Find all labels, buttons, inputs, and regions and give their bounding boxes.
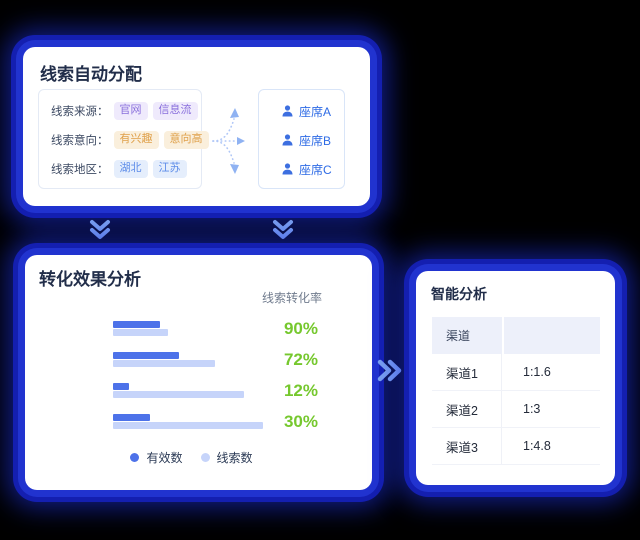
table-header-row: 渠道: [432, 317, 600, 354]
chevron-double-right-icon: [377, 359, 402, 382]
legend-item: 有效数: [130, 449, 183, 466]
criteria-label: 线索意向：: [51, 135, 109, 147]
table-cell-channel: 渠道1: [432, 354, 502, 390]
table-body: 渠道1 1:1.6 渠道2 1:3 渠道3 1:4.8: [432, 354, 600, 465]
agent-label: 座席C: [299, 162, 332, 177]
agent-row: 座席B: [282, 131, 344, 149]
bar-pair: [113, 321, 283, 336]
table-cell-value: 1:4.8: [523, 439, 551, 453]
legend-label: 有效数: [146, 451, 183, 465]
person-icon: [282, 105, 293, 117]
criteria-row: 线索地区： 湖北 江苏: [51, 160, 201, 178]
card-conversion-analysis: 转化效果分析 线索转化率 90% 72% 12% 30% 有效数 线索数: [25, 255, 372, 490]
bar-pair: [113, 383, 283, 398]
criteria-list: 线索来源： 官网 信息流线索意向： 有兴趣 意向高线索地区： 湖北 江苏: [51, 102, 209, 178]
criteria-tag: 意向高: [163, 131, 209, 149]
criteria-label: 线索来源：: [51, 106, 109, 118]
conversion-rate-value: 12%: [283, 381, 318, 400]
bar-leads: [113, 391, 244, 398]
criteria-label: 线索地区：: [51, 164, 109, 176]
chart-group: 72%: [113, 350, 318, 369]
card-title: 转化效果分析: [39, 270, 141, 289]
bar-valid: [113, 414, 150, 421]
conversion-rate-value: 72%: [283, 350, 318, 369]
bar-chart: 90% 72% 12% 30%: [113, 319, 318, 445]
person-icon: [282, 163, 293, 175]
bar-leads: [113, 422, 263, 429]
card-title: 线索自动分配: [40, 65, 142, 84]
bar-leads: [113, 329, 168, 336]
legend-label: 线索数: [216, 451, 253, 465]
chart-legend: 有效数 线索数: [25, 449, 358, 466]
table-cell-value: 1:3: [523, 402, 541, 416]
agents-box: 座席A 座席B 座席C: [258, 89, 345, 189]
criteria-tag: 信息流: [152, 102, 198, 120]
agents-list: 座席A 座席B 座席C: [282, 102, 344, 178]
card-lead-distribution: 线索自动分配 线索来源： 官网 信息流线索意向： 有兴趣 意向高线索地区： 湖北 江苏 座席…: [23, 47, 370, 206]
table-cell-channel: 渠道2: [432, 391, 502, 427]
conversion-rate-label: 线索转化率: [261, 291, 322, 305]
legend-dot-icon: [200, 453, 210, 462]
bar-leads: [113, 360, 215, 367]
criteria-tag: 湖北: [113, 160, 148, 178]
table-cell-channel: 渠道3: [432, 428, 502, 464]
bar-valid: [113, 352, 179, 359]
legend-dot-icon: [130, 453, 140, 462]
chart-group: 30%: [113, 412, 318, 431]
person-icon: [282, 134, 293, 146]
card-smart-analysis: 智能分析 渠道 渠道1 1:1.6 渠道2 1:3 渠道3 1:4.8: [416, 271, 615, 485]
chart-group: 90%: [113, 319, 318, 338]
agent-row: 座席C: [282, 160, 344, 178]
agent-row: 座席A: [282, 102, 344, 120]
chart-group: 12%: [113, 381, 318, 400]
card-title: 智能分析: [431, 286, 487, 302]
bar-valid: [113, 383, 129, 390]
criteria-tag: 官网: [113, 102, 148, 120]
chevron-double-down-icon: [273, 220, 293, 239]
criteria-row: 线索意向： 有兴趣 意向高: [51, 131, 209, 149]
lead-criteria-box: 线索来源： 官网 信息流线索意向： 有兴趣 意向高线索地区： 湖北 江苏: [38, 89, 209, 189]
table-header-value: [502, 317, 600, 354]
agent-label: 座席B: [299, 133, 332, 148]
chevron-double-down-icon: [90, 220, 110, 239]
channel-table: 渠道 渠道1 1:1.6 渠道2 1:3 渠道3 1:4.8: [432, 317, 600, 465]
bar-pair: [113, 352, 283, 367]
fork-dotted-arrows-icon: [212, 108, 245, 174]
agent-label: 座席A: [299, 104, 332, 119]
conversion-rate-value: 90%: [283, 319, 318, 338]
table-row: 渠道1 1:1.6: [432, 354, 600, 391]
criteria-tag: 有兴趣: [113, 131, 159, 149]
legend-item: 线索数: [200, 449, 253, 466]
table-header-channel: 渠道: [446, 329, 471, 343]
table-cell-value: 1:1.6: [523, 365, 551, 379]
bar-valid: [113, 321, 160, 328]
table-row: 渠道3 1:4.8: [432, 428, 600, 465]
criteria-row: 线索来源： 官网 信息流: [51, 102, 201, 120]
table-row: 渠道2 1:3: [432, 391, 600, 428]
criteria-tag: 江苏: [152, 160, 187, 178]
bar-pair: [113, 414, 283, 429]
conversion-rate-value: 30%: [283, 412, 318, 431]
